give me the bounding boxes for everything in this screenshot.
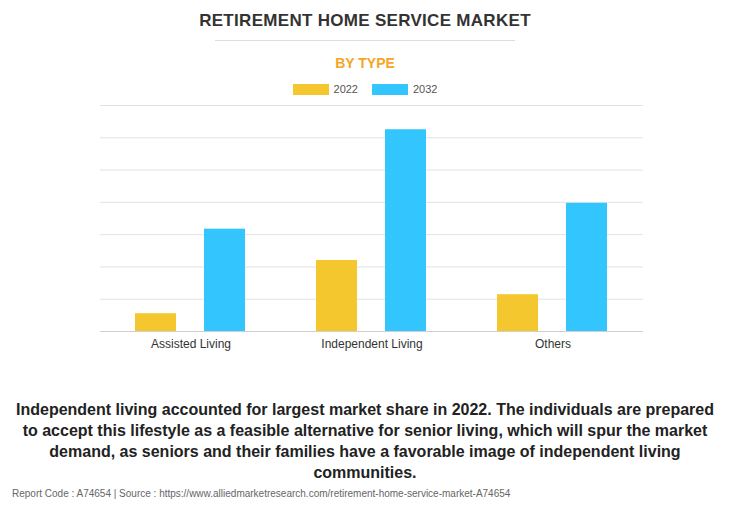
html-text:BY TYPE: BY TYPE — [335, 55, 395, 71]
html-text:RETIREMENT HOME SERVICE MARKET: RETIREMENT HOME SERVICE MARKET — [199, 11, 531, 30]
svg-text:Assisted Living: Assisted Living — [151, 337, 231, 351]
svg-text:Others: Others — [535, 337, 571, 351]
html-text:2032: 2032 — [413, 83, 438, 95]
html-text:2022: 2022 — [333, 83, 358, 95]
svg-text:Independent Living: Independent Living — [321, 337, 422, 351]
html-text:Report Code : A74654 | Source: Report Code : A74654 | Source : https://… — [12, 488, 511, 499]
html-text:Independent living accounted f: Independent living accounted for largest… — [16, 401, 714, 481]
